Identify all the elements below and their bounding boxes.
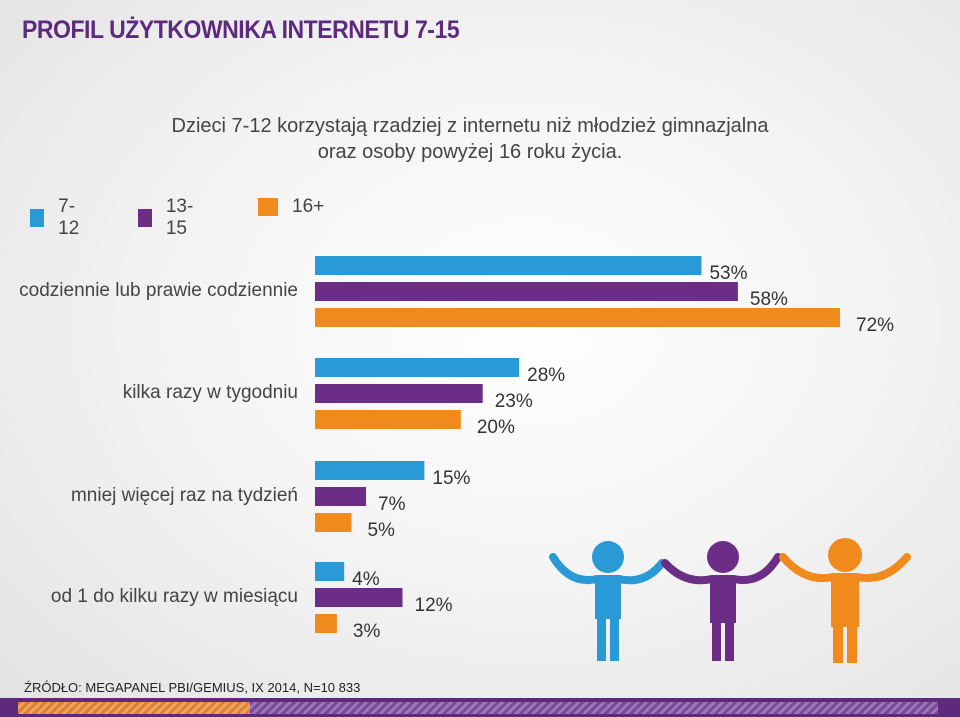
- subtitle-line-1: Dzieci 7-12 korzystają rzadziej z intern…: [171, 115, 769, 137]
- value-label-7-12-cat3: 15%: [432, 468, 470, 489]
- bar-7-12-cat1: [315, 256, 702, 275]
- bar-13-15-cat3: [315, 487, 367, 506]
- chart-subtitle: Dzieci 7-12 korzystają rzadziej z intern…: [140, 113, 800, 165]
- bar-13-15-cat1: [315, 282, 738, 301]
- value-label-13-15-cat2: 23%: [495, 391, 533, 412]
- bar-16-cat4: [315, 614, 337, 633]
- legend-swatch-13-15: [138, 209, 152, 227]
- legend-item-16-plus: 16+: [258, 196, 324, 218]
- legend-label-13-15: 13-15: [165, 196, 194, 239]
- category-label-3: mniej więcej raz na tydzień: [71, 485, 298, 506]
- bar-7-12-cat4: [315, 562, 345, 581]
- value-label-7-12-cat4: 4%: [352, 569, 380, 590]
- subtitle-line-2: oraz osoby powyżej 16 roku życia.: [317, 141, 623, 163]
- bar-13-15-cat4: [315, 588, 403, 607]
- bar-13-15-cat2: [315, 384, 483, 403]
- category-label-1: codziennie lub prawie codziennie: [19, 280, 298, 301]
- bar-7-12-cat3: [315, 461, 425, 480]
- value-label-16-cat4: 3%: [353, 621, 381, 642]
- value-label-16-cat1: 72%: [856, 315, 894, 336]
- value-label-16-cat3: 5%: [367, 520, 395, 541]
- source-note: ŹRÓDŁO: MEGAPANEL PBI/GEMIUS, IX 2014, N…: [24, 680, 361, 695]
- legend-swatch-7-12: [30, 209, 45, 227]
- bar-16-cat3: [315, 513, 352, 532]
- bar-16-cat1: [315, 308, 840, 327]
- legend-label-7-12: 7-12: [58, 196, 80, 239]
- category-label-2: kilka razy w tygodniu: [123, 382, 298, 403]
- legend-label-16-plus: 16+: [292, 196, 325, 217]
- value-label-7-12-cat1: 53%: [709, 263, 747, 284]
- child-blue-icon: [549, 541, 666, 661]
- value-label-13-15-cat3: 7%: [378, 494, 406, 515]
- footer-stripe-purple: [250, 702, 938, 714]
- legend-swatch-16-plus: [258, 198, 278, 216]
- bar-16-cat2: [315, 410, 461, 429]
- chart-title: PROFIL UŻYTKOWNIKA INTERNETU 7-15: [22, 16, 460, 44]
- value-label-13-15-cat1: 58%: [750, 289, 788, 310]
- children-illustration: [549, 538, 911, 663]
- value-label-13-15-cat4: 12%: [415, 595, 453, 616]
- value-label-7-12-cat2: 28%: [527, 365, 565, 386]
- legend-item-13-15: 13-15: [138, 196, 199, 240]
- legend-item-7-12: 7-12: [30, 196, 85, 240]
- child-orange-icon: [779, 538, 911, 663]
- child-purple-icon: [661, 541, 782, 661]
- category-label-4: od 1 do kilku razy w miesiącu: [51, 586, 298, 607]
- bar-7-12-cat2: [315, 358, 520, 377]
- value-label-16-cat2: 20%: [477, 417, 515, 438]
